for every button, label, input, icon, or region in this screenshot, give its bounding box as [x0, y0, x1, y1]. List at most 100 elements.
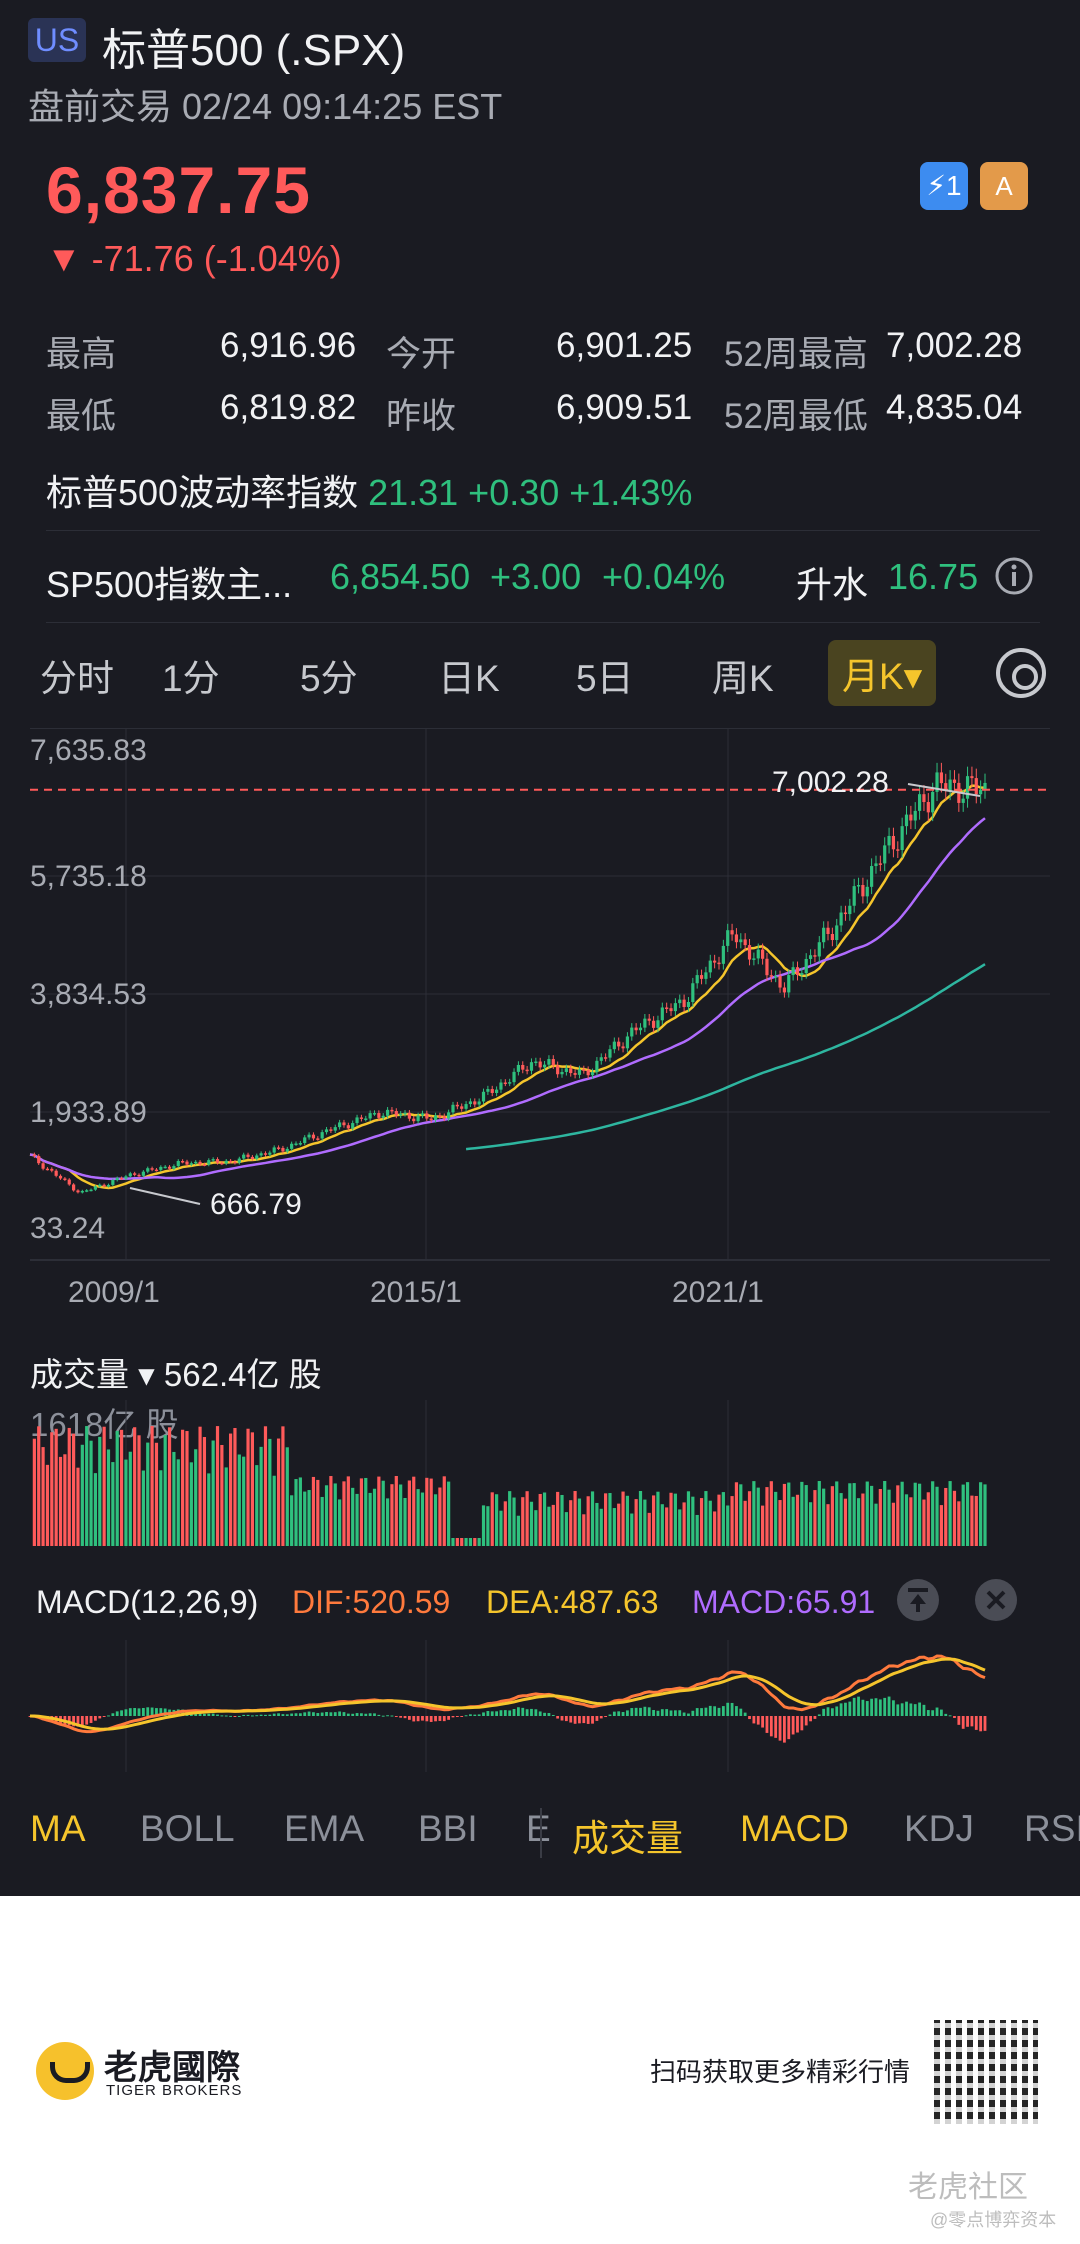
- volume-bar: [194, 1449, 198, 1546]
- indicator-kdj[interactable]: KDJ: [904, 1808, 974, 1849]
- volume-bar: [621, 1491, 625, 1546]
- footer-panel: [0, 1896, 1080, 2244]
- indicator-boll[interactable]: BOLL: [140, 1808, 235, 1849]
- volume-bar: [564, 1512, 568, 1546]
- candle-body: [695, 975, 699, 984]
- brand-name: 老虎國際: [104, 2049, 240, 2087]
- macd-bar: [373, 1713, 376, 1716]
- open-label: 今开: [386, 335, 457, 374]
- macd-title[interactable]: MACD(12,26,9): [36, 1584, 259, 1620]
- macd-bar: [534, 1709, 538, 1716]
- futures-label[interactable]: SP500指数主...: [46, 564, 293, 605]
- indicator-ma[interactable]: MA: [30, 1808, 86, 1849]
- macd-bar: [98, 1716, 102, 1719]
- candle-body: [534, 1061, 538, 1064]
- divider: [46, 530, 1040, 531]
- macd-bar: [774, 1716, 778, 1738]
- macd-bar: [120, 1710, 123, 1716]
- tab-daily[interactable]: 日K: [438, 658, 500, 699]
- tab-intraday[interactable]: 分时: [40, 658, 114, 699]
- candle-body: [89, 1189, 93, 1192]
- macd-bar: [281, 1714, 285, 1716]
- candle-body: [529, 1062, 534, 1071]
- volume-bar: [228, 1433, 233, 1546]
- volume-bar: [128, 1451, 132, 1546]
- volume-bar: [259, 1446, 263, 1546]
- candle-body: [939, 772, 943, 784]
- macd-bar: [896, 1704, 900, 1716]
- vix-row[interactable]: 标普500波动率指数 21.31 +0.30 +1.43%: [46, 464, 692, 516]
- volume-bar: [917, 1483, 922, 1546]
- volume-bar: [582, 1514, 586, 1546]
- indicator-volume[interactable]: 成交量: [572, 1818, 683, 1859]
- prev-label: 昨收: [386, 397, 457, 436]
- price-chart[interactable]: 7,635.83 5,735.18 3,834.53 1,933.89 33.2…: [0, 728, 1080, 1308]
- candle-body: [656, 1020, 660, 1028]
- macd-bar: [333, 1712, 337, 1716]
- macd-bar: [564, 1716, 568, 1722]
- macd-bar: [783, 1716, 786, 1743]
- macd-bar: [181, 1709, 185, 1716]
- info-icon[interactable]: [994, 556, 1034, 596]
- layers-icon[interactable]: A: [980, 162, 1028, 210]
- macd-chart[interactable]: [0, 1640, 1080, 1790]
- candle-body: [163, 1166, 167, 1169]
- volume-bar: [167, 1427, 172, 1546]
- indicator-ema[interactable]: EMA: [284, 1808, 365, 1849]
- volume-bar: [399, 1484, 403, 1546]
- macd-bar: [813, 1716, 817, 1719]
- candle-body: [198, 1161, 202, 1165]
- close-icon[interactable]: [974, 1578, 1018, 1622]
- tab-5day[interactable]: 5日: [576, 658, 634, 699]
- candle-body: [338, 1122, 342, 1128]
- candle-body: [54, 1170, 58, 1176]
- candle-body: [80, 1190, 84, 1193]
- macd-bar: [464, 1715, 468, 1717]
- volume-bar: [782, 1483, 787, 1546]
- volume-bar: [276, 1438, 281, 1546]
- candle-body: [512, 1071, 516, 1083]
- volume-bar: [926, 1492, 930, 1546]
- indicator-partial[interactable]: E: [526, 1808, 551, 1849]
- candle-body: [961, 798, 965, 803]
- volume-bar: [682, 1502, 686, 1546]
- watermark: 老虎社区: [908, 2171, 1028, 2204]
- volume-bar: [756, 1487, 760, 1546]
- candle-body: [429, 1118, 433, 1121]
- candle-body: [682, 999, 686, 1008]
- candle-body: [595, 1060, 599, 1073]
- lightning-icon[interactable]: ⚡1: [920, 162, 968, 210]
- candle-body: [843, 912, 848, 915]
- volume-bar: [848, 1483, 852, 1546]
- candle-body: [276, 1147, 281, 1149]
- candle-body: [935, 772, 939, 792]
- volume-bar: [351, 1487, 355, 1546]
- volume-label[interactable]: 成交量 ▾ 562.4亿 股: [30, 1356, 322, 1393]
- high-value: 6,916.96: [220, 326, 357, 365]
- macd-bar: [582, 1716, 586, 1724]
- macd-bar: [905, 1701, 908, 1716]
- volume-bar: [638, 1491, 643, 1546]
- session-status: 盘前交易 02/24 09:14:25 EST: [28, 86, 503, 127]
- tab-weekly[interactable]: 周K: [712, 658, 774, 699]
- pin-top-icon[interactable]: [896, 1578, 940, 1622]
- candle-body: [202, 1164, 207, 1166]
- tab-1min[interactable]: 1分: [162, 658, 220, 699]
- volume-chart[interactable]: [0, 1400, 1080, 1550]
- settings-gear-icon[interactable]: [996, 648, 1046, 698]
- indicator-rsi[interactable]: RSI: [1024, 1808, 1080, 1849]
- volume-bar: [499, 1510, 503, 1546]
- indicator-macd[interactable]: MACD: [740, 1808, 849, 1849]
- volume-bar: [390, 1484, 394, 1546]
- candle-body: [717, 962, 721, 965]
- volume-bar: [451, 1538, 455, 1546]
- tab-5min[interactable]: 5分: [300, 658, 358, 699]
- macd-bar: [155, 1708, 158, 1716]
- indicator-bbi[interactable]: BBI: [418, 1808, 478, 1849]
- volume-bar: [368, 1492, 372, 1546]
- prev-value: 6,909.51: [556, 388, 693, 427]
- candle-body: [887, 835, 891, 846]
- qr-code-icon[interactable]: [934, 2020, 1038, 2124]
- ma-short-line: [29, 784, 986, 1190]
- tab-monthly[interactable]: 月K▾: [828, 640, 937, 706]
